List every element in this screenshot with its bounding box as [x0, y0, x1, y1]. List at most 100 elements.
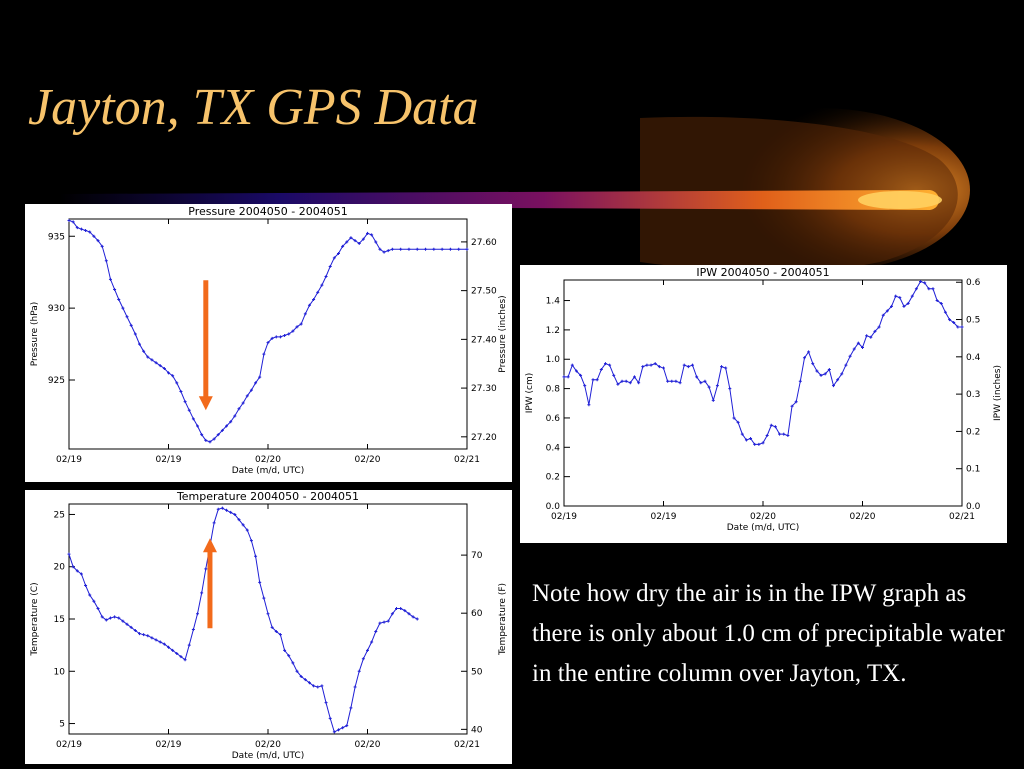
x-axis-label: Date (m/d, UTC): [232, 751, 304, 761]
data-point: [79, 572, 83, 576]
data-point: [237, 518, 241, 522]
data-point: [129, 323, 133, 327]
data-point: [200, 433, 204, 437]
slide-note: Note how dry the air is in the IPW graph…: [532, 580, 1005, 687]
plot-frame: [563, 279, 963, 507]
data-point: [732, 416, 736, 420]
data-point: [382, 620, 386, 624]
data-point: [628, 381, 632, 385]
data-point: [374, 240, 378, 244]
data-point: [204, 567, 208, 571]
data-point: [699, 381, 703, 385]
pressure-chart: Pressure 2004050 - 2004051 02/19 02/19 02/2…: [25, 204, 512, 482]
y2-tick-label: 27.40: [471, 335, 497, 345]
data-point: [831, 384, 835, 388]
data-point: [233, 512, 237, 516]
data-point: [765, 434, 769, 438]
data-point: [295, 325, 299, 329]
y2-tick-label: 27.60: [471, 238, 497, 248]
data-point: [587, 403, 591, 407]
data-point: [254, 381, 258, 385]
data-point: [162, 367, 166, 370]
slide-title: Jayton, TX GPS Data: [28, 79, 479, 136]
data-point: [819, 373, 823, 377]
data-point: [603, 362, 607, 366]
down-arrow-icon: [198, 280, 213, 411]
data-point: [121, 619, 125, 623]
y2-tick-label: 0.5: [966, 316, 980, 326]
data-point: [666, 379, 670, 383]
data-point: [303, 312, 307, 316]
data-point: [88, 230, 92, 234]
data-point: [196, 612, 200, 616]
data-point: [274, 335, 278, 339]
y2-axis-label: Temperature (F): [498, 583, 508, 656]
data-point: [357, 241, 361, 245]
data-point: [125, 622, 129, 626]
data-point: [332, 730, 336, 734]
x-tick-label: 02/21: [454, 455, 480, 465]
data-point: [720, 365, 724, 369]
data-point: [307, 681, 311, 685]
data-point: [711, 398, 715, 402]
data-point: [440, 247, 444, 251]
data-point: [794, 400, 798, 404]
up-arrow-icon: [202, 538, 217, 629]
y2-tick-label: 40: [471, 725, 483, 735]
data-point: [320, 283, 324, 287]
data-point: [844, 363, 848, 367]
data-point: [312, 298, 316, 301]
data-point: [686, 365, 690, 369]
data-point: [154, 638, 158, 642]
data-point: [158, 640, 162, 644]
y2-tick-label: 50: [471, 667, 483, 677]
y2-tick-label: 0.2: [966, 427, 980, 437]
y-tick-label: 930: [48, 304, 65, 314]
data-point: [312, 684, 316, 688]
data-point: [191, 417, 195, 421]
data-point: [637, 381, 641, 385]
data-point: [104, 259, 108, 263]
data-point: [960, 325, 964, 329]
data-point: [361, 657, 365, 661]
data-point: [852, 347, 856, 351]
data-point: [324, 701, 328, 705]
data-point: [336, 728, 340, 732]
data-point: [465, 247, 469, 251]
data-point: [407, 612, 411, 616]
data-point: [216, 433, 220, 437]
data-point: [121, 306, 125, 310]
data-point: [761, 441, 765, 445]
y2-tick-label: 60: [471, 609, 483, 619]
data-point: [287, 332, 291, 336]
data-point: [562, 375, 566, 379]
data-point: [100, 244, 104, 248]
chart-title: Temperature 2004050 - 2004051: [176, 490, 359, 503]
data-point: [349, 706, 353, 710]
data-point: [923, 281, 927, 285]
plot-frame: [68, 503, 468, 735]
data-point: [390, 247, 394, 251]
data-point: [782, 432, 786, 436]
data-point: [757, 442, 761, 446]
data-point: [357, 669, 361, 673]
x-tick-label: 02/21: [949, 512, 975, 522]
y-tick-label: 15: [54, 615, 65, 625]
data-point: [591, 378, 595, 382]
chart-title: IPW 2004050 - 2004051: [696, 266, 829, 279]
data-point: [146, 634, 150, 638]
data-point: [570, 363, 574, 367]
y-tick-label: 25: [54, 510, 65, 520]
data-point: [208, 440, 212, 444]
data-point: [778, 432, 782, 436]
x-tick-label: 02/20: [255, 740, 281, 750]
y-tick-label: 0.2: [546, 473, 560, 483]
y2-tick-label: 0.0: [966, 502, 981, 512]
data-point: [773, 425, 777, 429]
data-point: [278, 633, 282, 637]
data-point: [579, 373, 583, 377]
data-point: [237, 407, 241, 411]
data-point: [566, 375, 570, 379]
x-tick-label: 02/20: [850, 512, 876, 522]
data-point: [583, 384, 587, 388]
